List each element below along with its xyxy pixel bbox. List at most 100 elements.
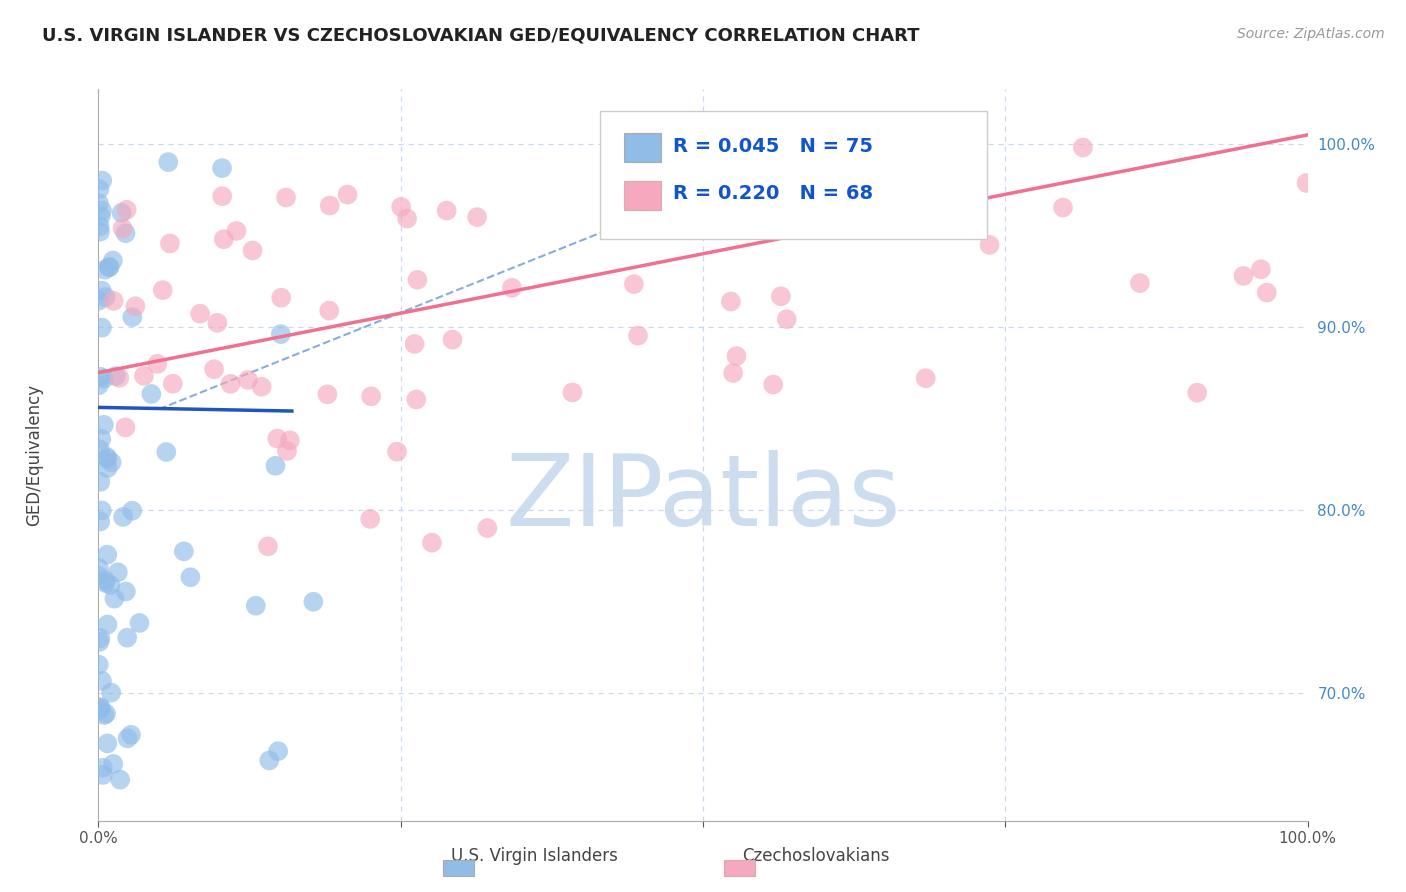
Point [90, 369, 112, 384]
Point [89, 515, 111, 529]
Point [96, 450, 118, 465]
Point [1052, 201, 1074, 215]
Point [385, 444, 408, 458]
Point [406, 273, 429, 287]
Point [188, 307, 211, 321]
Text: U.S. Virgin Islanders: U.S. Virgin Islanders [451, 847, 617, 865]
Point [111, 206, 134, 220]
Point [91, 761, 114, 775]
Point [90, 700, 112, 714]
Point [259, 754, 281, 768]
Y-axis label: GED/Equivalency: GED/Equivalency [25, 384, 42, 526]
Point [159, 236, 181, 251]
Point [94, 706, 117, 721]
Point [769, 289, 792, 303]
Point [89, 442, 111, 457]
Point [91, 203, 114, 218]
Point [623, 277, 645, 291]
Point [245, 599, 267, 613]
Point [242, 244, 264, 258]
Point [87, 569, 110, 583]
Point [276, 444, 298, 458]
Point [112, 510, 135, 524]
Point [278, 434, 301, 448]
Point [318, 303, 340, 318]
Point [90, 432, 112, 446]
Point [90, 503, 112, 517]
Point [96, 548, 118, 562]
Point [236, 373, 259, 387]
Point [1129, 276, 1152, 290]
Point [94, 575, 117, 590]
Point [120, 728, 142, 742]
Point [266, 432, 288, 446]
Point [202, 362, 225, 376]
Point [1295, 176, 1317, 190]
Point [132, 368, 155, 383]
Point [404, 337, 426, 351]
Point [94, 262, 117, 277]
Point [115, 202, 138, 217]
Point [634, 195, 657, 210]
Point [87, 196, 110, 211]
Point [501, 281, 523, 295]
Point [97, 461, 120, 475]
Point [1232, 268, 1254, 283]
Point [359, 512, 381, 526]
Point [89, 225, 111, 239]
Point [124, 299, 146, 313]
Point [979, 238, 1001, 252]
Point [336, 187, 359, 202]
Point [94, 574, 117, 588]
Point [111, 221, 134, 235]
Point [1071, 140, 1094, 154]
Point [420, 535, 443, 549]
Point [103, 293, 125, 308]
Point [257, 539, 280, 553]
Point [396, 211, 419, 226]
Point [121, 504, 143, 518]
Text: R = 0.220   N = 68: R = 0.220 N = 68 [672, 185, 873, 203]
Point [436, 203, 458, 218]
Point [117, 731, 139, 746]
Point [89, 700, 111, 714]
Point [157, 155, 180, 169]
Point [441, 333, 464, 347]
Point [807, 201, 830, 215]
Point [465, 210, 488, 224]
Point [115, 631, 138, 645]
Point [90, 320, 112, 334]
Point [477, 521, 499, 535]
Point [725, 349, 748, 363]
Point [1256, 285, 1278, 300]
Point [89, 635, 111, 649]
Point [108, 772, 131, 787]
Point [98, 260, 121, 274]
Point [93, 417, 115, 432]
Point [114, 584, 136, 599]
Point [128, 615, 150, 630]
Point [101, 253, 124, 268]
Point [267, 744, 290, 758]
Point [104, 369, 127, 384]
Point [250, 380, 273, 394]
Point [107, 566, 129, 580]
Point [162, 376, 184, 391]
Point [121, 310, 143, 325]
Point [319, 198, 342, 212]
Text: R = 0.045   N = 75: R = 0.045 N = 75 [672, 136, 873, 156]
Point [264, 458, 287, 473]
Point [87, 657, 110, 672]
Point [302, 595, 325, 609]
Point [100, 455, 122, 469]
Point [103, 756, 125, 771]
Point [179, 570, 201, 584]
Point [212, 232, 235, 246]
Point [89, 219, 111, 234]
Point [100, 686, 122, 700]
Text: U.S. VIRGIN ISLANDER VS CZECHOSLOVAKIAN GED/EQUIVALENCY CORRELATION CHART: U.S. VIRGIN ISLANDER VS CZECHOSLOVAKIAN … [42, 27, 920, 45]
FancyBboxPatch shape [600, 112, 987, 239]
Point [91, 173, 114, 187]
Point [776, 312, 799, 326]
Point [90, 209, 112, 223]
